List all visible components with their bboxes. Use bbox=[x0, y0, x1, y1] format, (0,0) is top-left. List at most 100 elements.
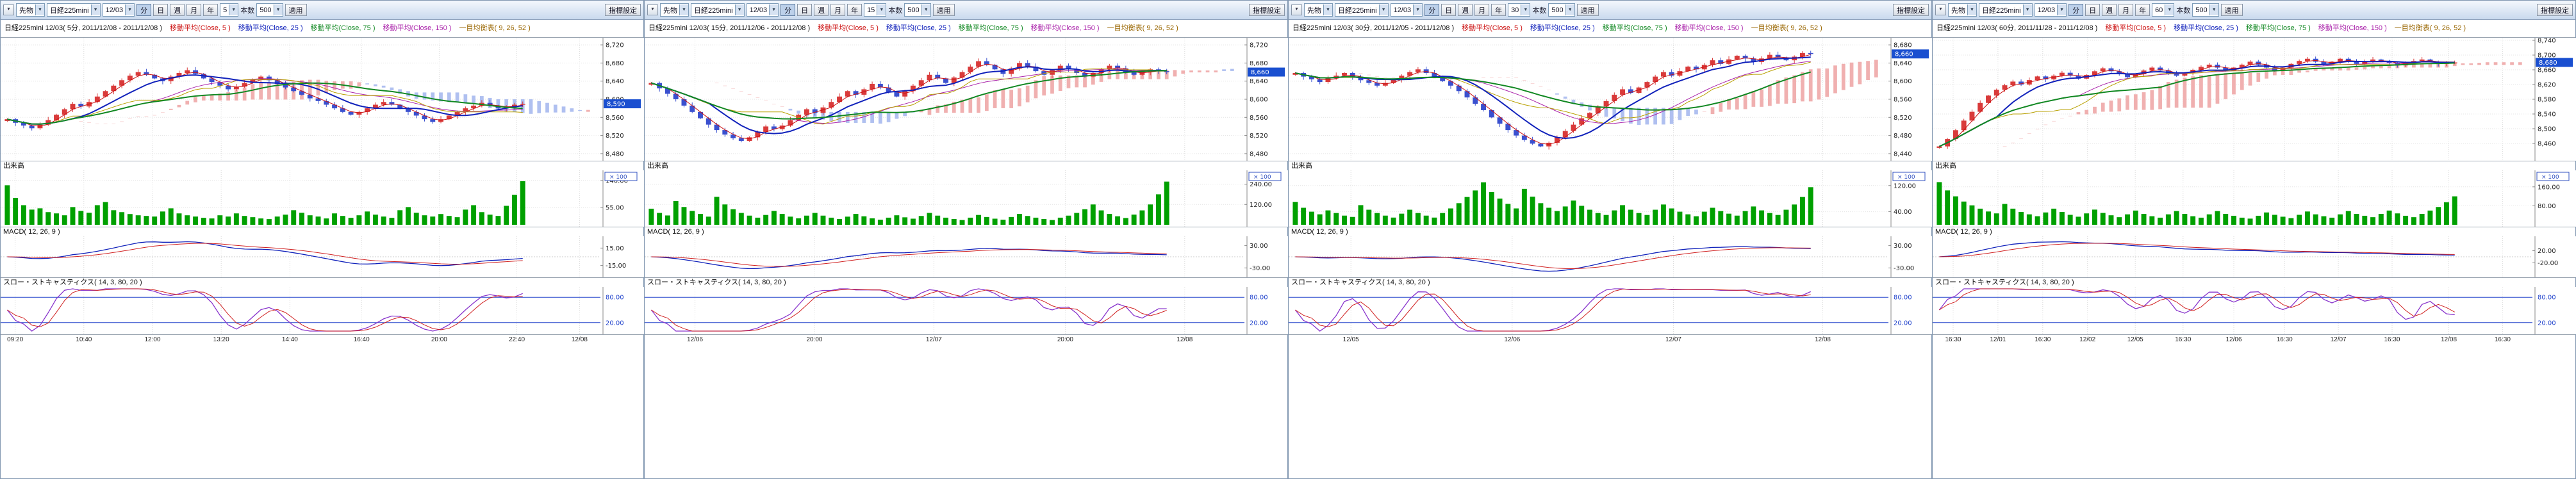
bar-type-minute-button[interactable]: 分 bbox=[1424, 4, 1440, 16]
bar-type-day-button[interactable]: 日 bbox=[153, 4, 169, 16]
apply-button[interactable]: 適用 bbox=[1576, 4, 1599, 16]
volume-bar bbox=[1350, 216, 1355, 225]
panel-menu-icon[interactable]: ▼ bbox=[3, 4, 14, 15]
candle-body bbox=[1742, 56, 1748, 59]
bars-count-select[interactable]: 500 ▼ bbox=[904, 3, 931, 17]
apply-button[interactable]: 適用 bbox=[2220, 4, 2243, 16]
stoch-chart[interactable]: 80.00 20.00 bbox=[1, 287, 645, 334]
candle-body bbox=[274, 80, 280, 84]
macd-chart[interactable]: 15.00 -15.00 bbox=[1, 236, 645, 277]
indicator-settings-button[interactable]: 指標設定 bbox=[1893, 4, 1929, 16]
chevron-down-icon: ▼ bbox=[1521, 4, 1530, 15]
indicator-label: 移動平均(Close, 5 ) bbox=[2105, 24, 2167, 32]
bar-type-month-button[interactable]: 月 bbox=[1474, 4, 1490, 16]
volume-bar bbox=[479, 212, 484, 225]
instrument-select[interactable]: 日経225mini ▼ bbox=[691, 3, 745, 17]
category-select[interactable]: 先物 ▼ bbox=[1948, 3, 1977, 17]
bar-type-minute-button[interactable]: 分 bbox=[780, 4, 796, 16]
candle-body bbox=[1628, 89, 1633, 93]
macd-chart[interactable]: 30.00 -30.00 bbox=[645, 236, 1289, 277]
category-select[interactable]: 先物 ▼ bbox=[16, 3, 45, 17]
bar-type-week-button[interactable]: 週 bbox=[2102, 4, 2117, 16]
panel-menu-icon[interactable]: ▼ bbox=[647, 4, 658, 15]
minute-interval-select[interactable]: 60 ▼ bbox=[2152, 3, 2175, 17]
volume-chart[interactable]: 120.00 40.00 × 100 bbox=[1289, 170, 1933, 227]
panel-menu-icon[interactable]: ▼ bbox=[1935, 4, 1946, 15]
bars-count-select[interactable]: 500 ▼ bbox=[2192, 3, 2219, 17]
volume-bar bbox=[2354, 213, 2359, 225]
bar-type-week-button[interactable]: 週 bbox=[814, 4, 829, 16]
panel-menu-icon[interactable]: ▼ bbox=[1291, 4, 1302, 15]
volume-bar bbox=[870, 218, 875, 225]
bar-type-year-button[interactable]: 年 bbox=[1491, 4, 1507, 16]
instrument-select[interactable]: 日経225mini ▼ bbox=[1979, 3, 2033, 17]
indicator-settings-button[interactable]: 指標設定 bbox=[2537, 4, 2573, 16]
bars-count-select[interactable]: 500 ▼ bbox=[1548, 3, 1575, 17]
volume-axis-label: 120.00 bbox=[1250, 202, 1272, 209]
bar-type-week-button[interactable]: 週 bbox=[170, 4, 185, 16]
volume-chart[interactable]: 160.00 80.00 × 100 bbox=[1933, 170, 2576, 227]
volume-bar bbox=[1505, 204, 1511, 225]
bar-type-week-button[interactable]: 週 bbox=[1458, 4, 1473, 16]
bar-type-year-button[interactable]: 年 bbox=[847, 4, 863, 16]
instrument-select[interactable]: 日経225mini ▼ bbox=[47, 3, 101, 17]
candle-body bbox=[2370, 59, 2375, 62]
candle-body bbox=[2247, 61, 2253, 65]
contract-month-select[interactable]: 12/03 ▼ bbox=[746, 3, 779, 17]
last-price-badge bbox=[604, 99, 641, 109]
minute-interval-select[interactable]: 15 ▼ bbox=[864, 3, 887, 17]
stoch-chart[interactable]: 80.00 20.00 bbox=[645, 287, 1289, 334]
bar-type-year-button[interactable]: 年 bbox=[203, 4, 219, 16]
volume-bar bbox=[861, 216, 867, 225]
last-price-label: 8,660 bbox=[1251, 69, 1269, 76]
bar-type-day-button[interactable]: 日 bbox=[2085, 4, 2101, 16]
macd-chart[interactable]: 30.00 -30.00 bbox=[1289, 236, 1933, 277]
price-chart[interactable]: 8,680 8,640 8,600 8,560 8,520 8,480 8,440 8,660 bbox=[1289, 38, 1933, 161]
bar-type-minute-button[interactable]: 分 bbox=[136, 4, 152, 16]
indicator-label: 移動平均(Close, 25 ) bbox=[2174, 24, 2238, 32]
bars-count-select[interactable]: 500 ▼ bbox=[256, 3, 283, 17]
bar-type-year-button[interactable]: 年 bbox=[2135, 4, 2151, 16]
category-select[interactable]: 先物 ▼ bbox=[1304, 3, 1333, 17]
price-chart[interactable]: 8,720 8,680 8,640 8,600 8,560 8,520 8,480 8,660 bbox=[645, 38, 1289, 161]
contract-month-select[interactable]: 12/03 ▼ bbox=[102, 3, 135, 17]
bar-type-month-button[interactable]: 月 bbox=[2118, 4, 2134, 16]
contract-month-select[interactable]: 12/03 ▼ bbox=[1390, 3, 1423, 17]
apply-button[interactable]: 適用 bbox=[285, 4, 307, 16]
indicator-settings-button[interactable]: 指標設定 bbox=[605, 4, 641, 16]
candle-body bbox=[2338, 58, 2343, 62]
candle-body bbox=[984, 61, 989, 65]
indicator-settings-button[interactable]: 指標設定 bbox=[1249, 4, 1285, 16]
volume-bar bbox=[829, 217, 834, 225]
time-axis-label: 12/08 bbox=[1177, 336, 1193, 343]
macd-axis-label: -30.00 bbox=[1894, 265, 1914, 272]
volume-bar bbox=[1969, 205, 1975, 225]
bar-type-minute-button[interactable]: 分 bbox=[2068, 4, 2084, 16]
candle-body bbox=[1799, 53, 1805, 57]
price-chart[interactable]: 8,740 8,700 8,660 8,620 8,580 8,540 8,500 8,460… bbox=[1933, 38, 2576, 161]
stoch-chart[interactable]: 80.00 20.00 bbox=[1289, 287, 1933, 334]
bar-type-day-button[interactable]: 日 bbox=[1441, 4, 1457, 16]
contract-month-select[interactable]: 12/03 ▼ bbox=[2034, 3, 2067, 17]
volume-bar bbox=[1033, 217, 1039, 225]
volume-bar bbox=[233, 213, 239, 225]
bar-type-month-button[interactable]: 月 bbox=[830, 4, 846, 16]
volume-bar bbox=[1546, 207, 1552, 225]
stoch-chart[interactable]: 80.00 20.00 bbox=[1933, 287, 2576, 334]
category-select[interactable]: 先物 ▼ bbox=[660, 3, 689, 17]
bar-type-day-button[interactable]: 日 bbox=[797, 4, 813, 16]
candle-body bbox=[1391, 79, 1396, 83]
minute-interval-select[interactable]: 30 ▼ bbox=[1508, 3, 1531, 17]
volume-unit-label: × 100 bbox=[1897, 174, 1915, 181]
apply-button[interactable]: 適用 bbox=[932, 4, 955, 16]
volume-chart[interactable]: 140.00 55.00 × 100 bbox=[1, 170, 645, 227]
macd-chart[interactable]: 20.00 -20.00 bbox=[1933, 236, 2576, 277]
time-axis-label: 20:00 bbox=[431, 336, 447, 343]
instrument-select[interactable]: 日経225mini ▼ bbox=[1335, 3, 1389, 17]
indicator-label: 移動平均(Close, 75 ) bbox=[1602, 24, 1667, 32]
bar-type-month-button[interactable]: 月 bbox=[186, 4, 202, 16]
volume-chart[interactable]: 240.00 120.00 × 100 bbox=[645, 170, 1289, 227]
minute-interval-select[interactable]: 5 ▼ bbox=[220, 3, 239, 17]
volume-bar bbox=[1366, 209, 1372, 225]
